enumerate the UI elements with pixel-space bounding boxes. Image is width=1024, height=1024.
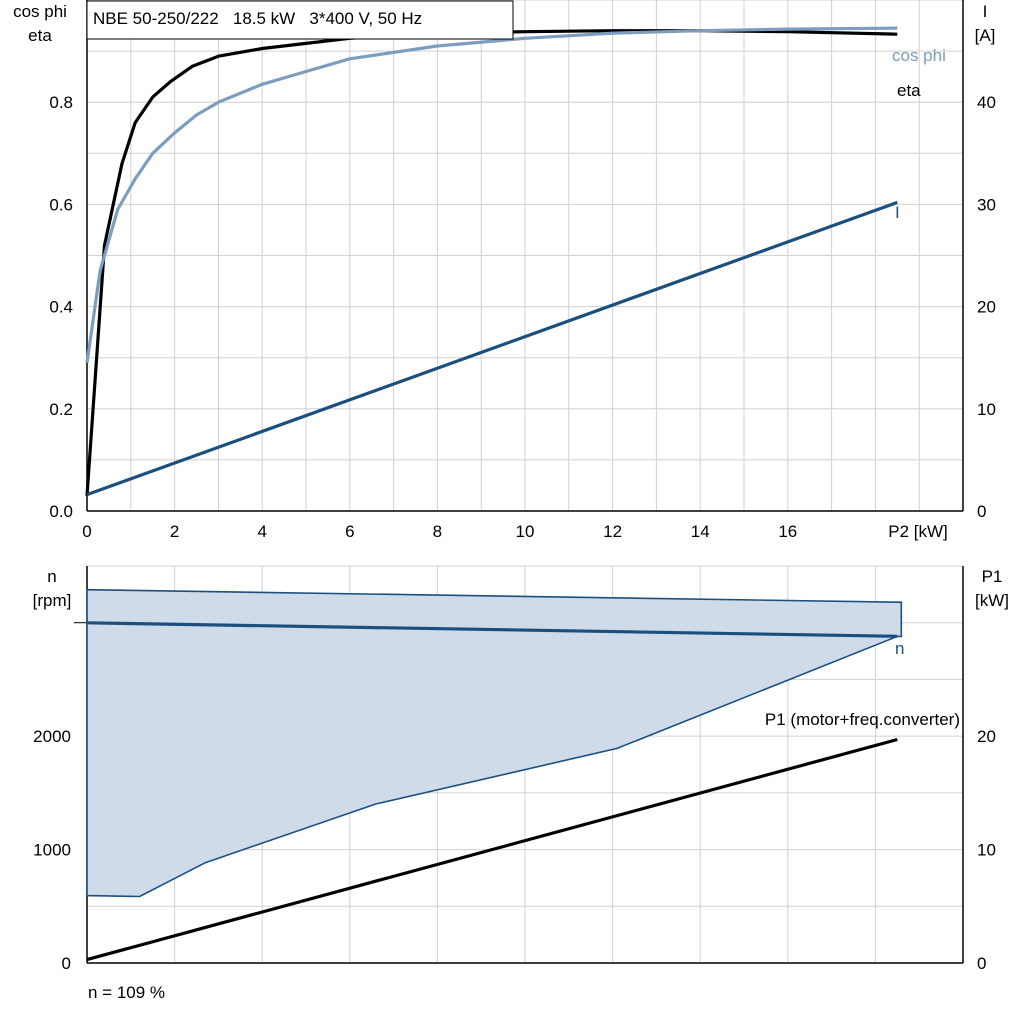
bottom-left-axis-label-2: [rpm] bbox=[33, 591, 72, 610]
top-plot-area: eta cos phi I bbox=[85, 26, 946, 497]
top-x-tick-label: 10 bbox=[516, 522, 535, 541]
operating-area bbox=[86, 588, 903, 898]
top-left-tick-label: 0.0 bbox=[49, 502, 73, 521]
top-right-tick-label: 0 bbox=[977, 502, 986, 521]
top-grid bbox=[86, 0, 964, 512]
top-left-tick-label: 0.6 bbox=[49, 195, 73, 214]
series-label-I: I bbox=[895, 203, 900, 222]
top-x-tick-label: 2 bbox=[170, 522, 179, 541]
series-label-cos-phi: cos phi bbox=[892, 46, 946, 65]
top-left-axis-label-1: cos phi bbox=[13, 2, 67, 21]
bottom-right-axis-label-2: [kW] bbox=[975, 591, 1009, 610]
bottom-left-tick-label: 2000 bbox=[33, 727, 71, 746]
series-line-n bbox=[86, 621, 898, 638]
title-box bbox=[86, 0, 514, 40]
top-x-tick-label: 6 bbox=[345, 522, 354, 541]
top-left-tick-label: 0.4 bbox=[49, 298, 73, 317]
top-tick-labels: 0 2 4 6 8 10 12 14 16 0.0 0.2 0.4 0.6 0.8 0 10 20 30 40 bbox=[49, 93, 996, 541]
series-label-P1: P1 (motor+freq.converter) bbox=[765, 710, 960, 729]
series-line-eta bbox=[85, 29, 898, 496]
bottom-right-tick-label: 10 bbox=[977, 841, 996, 860]
top-right-axis-label-1: I bbox=[983, 2, 988, 21]
bottom-tick-labels: 0 1000 2000 0 10 20 bbox=[33, 727, 996, 973]
top-right-tick-label: 40 bbox=[977, 93, 996, 112]
series-line-I bbox=[86, 200, 898, 497]
top-left-tick-label: 0.8 bbox=[49, 93, 73, 112]
series-label-eta: eta bbox=[897, 81, 921, 100]
top-x-tick-label: 0 bbox=[82, 522, 91, 541]
bottom-left-tick-label: 1000 bbox=[33, 841, 71, 860]
bottom-right-axis-label-1: P1 bbox=[982, 567, 1003, 586]
top-x-tick-label: 16 bbox=[778, 522, 797, 541]
top-right-tick-label: 20 bbox=[977, 298, 996, 317]
top-x-tick-label: 4 bbox=[257, 522, 266, 541]
top-right-axis-label-2: [A] bbox=[975, 26, 996, 45]
top-right-tick-label: 10 bbox=[977, 400, 996, 419]
series-label-n: n bbox=[895, 639, 904, 658]
series-line-cos-phi bbox=[85, 26, 898, 364]
series-line-P1 bbox=[86, 737, 898, 962]
top-x-tick-label: 8 bbox=[433, 522, 442, 541]
bottom-plot-area: n P1 (motor+freq.converter) bbox=[86, 588, 960, 962]
bottom-right-tick-label: 20 bbox=[977, 727, 996, 746]
bottom-left-tick-label: 0 bbox=[62, 954, 71, 973]
bottom-right-tick-label: 0 bbox=[977, 954, 986, 973]
top-x-tick-label: 12 bbox=[603, 522, 622, 541]
top-left-axis-label-2: eta bbox=[28, 26, 52, 45]
efficiency-annotation: n = 109 % bbox=[88, 983, 165, 1002]
bottom-left-axis-label-1: n bbox=[47, 567, 56, 586]
top-x-tick-label: 14 bbox=[691, 522, 710, 541]
top-right-tick-label: 30 bbox=[977, 195, 996, 214]
top-left-tick-label: 0.2 bbox=[49, 400, 73, 419]
chart-title: NBE 50-250/222 18.5 kW 3*400 V, 50 Hz bbox=[93, 9, 422, 28]
top-x-axis-label: P2 [kW] bbox=[888, 522, 948, 541]
